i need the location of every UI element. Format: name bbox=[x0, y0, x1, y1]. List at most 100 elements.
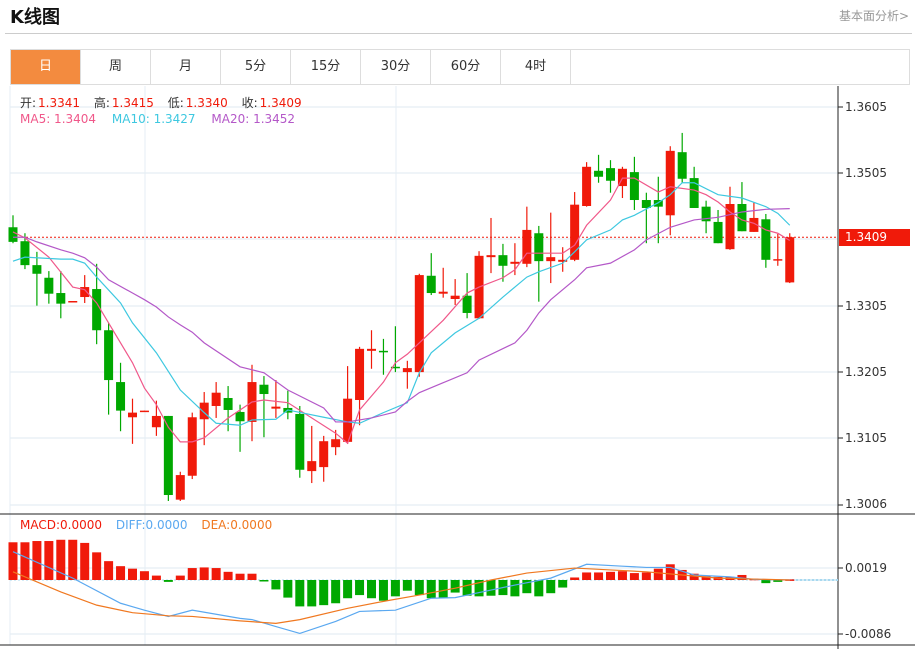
ma5-line bbox=[12, 177, 791, 445]
macd-bar bbox=[247, 573, 257, 580]
candle-down bbox=[116, 382, 126, 411]
candle-down bbox=[641, 200, 651, 208]
macd-bar bbox=[92, 552, 102, 580]
candle-down bbox=[713, 221, 723, 244]
macd-bar bbox=[641, 572, 651, 580]
macd-bar bbox=[606, 571, 615, 580]
ma20-line bbox=[13, 208, 790, 423]
y-tick: 1.3305 bbox=[845, 299, 887, 313]
candle-up bbox=[558, 259, 568, 262]
macd-bar bbox=[8, 542, 18, 580]
macd-bar bbox=[128, 568, 137, 580]
macd-bar bbox=[522, 580, 532, 594]
macd-bar bbox=[259, 580, 269, 582]
candle-up bbox=[367, 348, 376, 351]
candle-up bbox=[486, 255, 496, 258]
tab-60min[interactable]: 60分 bbox=[431, 50, 501, 84]
candle-up bbox=[665, 150, 675, 216]
y-tick: 1.3605 bbox=[845, 100, 887, 114]
candle-up bbox=[546, 257, 556, 262]
tab-30min[interactable]: 30分 bbox=[361, 50, 431, 84]
macd-bar bbox=[331, 580, 341, 604]
macd-bar bbox=[582, 572, 592, 580]
candle-down bbox=[390, 366, 400, 369]
candle-down bbox=[606, 168, 615, 181]
candle-up bbox=[570, 204, 580, 260]
candle-down bbox=[677, 152, 687, 179]
macd-bar bbox=[426, 580, 436, 599]
candle-up bbox=[307, 461, 317, 472]
ma10-legend: MA10: 1.3427 bbox=[111, 112, 196, 126]
ma10-line bbox=[12, 182, 791, 426]
macd-bar bbox=[295, 580, 305, 607]
candle-up bbox=[151, 415, 161, 428]
page-title: K线图 bbox=[10, 7, 60, 28]
dea-legend-value: DEA:0.0000 bbox=[201, 518, 273, 532]
macd-bar bbox=[629, 573, 639, 580]
macd-bar bbox=[80, 542, 90, 580]
tab-month[interactable]: 月 bbox=[151, 50, 221, 84]
candle-down bbox=[701, 206, 711, 222]
macd-bar bbox=[761, 580, 771, 584]
macd-legend-value: MACD:0.0000 bbox=[20, 518, 103, 532]
tab-week[interactable]: 周 bbox=[81, 50, 151, 84]
macd-bar bbox=[343, 580, 353, 599]
macd-bar bbox=[139, 571, 149, 580]
macd-bar bbox=[211, 568, 221, 580]
candle-down bbox=[223, 398, 233, 410]
candle-up bbox=[319, 441, 329, 468]
ohlc-legend: 开: 1.3341 高: 1.3415 低: 1.3340 收: 1.3409 bbox=[20, 94, 304, 111]
macd-bar bbox=[701, 576, 711, 580]
macd-bar bbox=[534, 580, 544, 597]
macd-bar bbox=[68, 539, 78, 580]
macd-bar bbox=[737, 574, 747, 580]
tab-day[interactable]: 日 bbox=[11, 50, 81, 84]
header-divider bbox=[5, 33, 912, 34]
macd-bar bbox=[665, 564, 675, 580]
macd-bar bbox=[175, 575, 185, 580]
ma20-legend: MA20: 1.3452 bbox=[211, 112, 296, 126]
low-label: 低: bbox=[167, 96, 184, 110]
candle-down bbox=[689, 178, 699, 208]
candle-up bbox=[582, 166, 592, 206]
candle-down bbox=[498, 255, 508, 266]
dea-line bbox=[12, 567, 790, 624]
macd-bar bbox=[546, 580, 556, 594]
macd-bar bbox=[367, 580, 376, 599]
diff-legend-value: DIFF:0.0000 bbox=[115, 518, 188, 532]
candle-up bbox=[187, 417, 197, 476]
close-label: 收: bbox=[241, 96, 258, 110]
candle-up bbox=[128, 412, 137, 418]
ma-legend: MA5: 1.3404 MA10: 1.3427 MA20: 1.3452 bbox=[20, 112, 297, 126]
candle-up bbox=[773, 259, 783, 261]
candle-up bbox=[749, 217, 759, 232]
candle-up bbox=[617, 168, 627, 187]
candle-down bbox=[20, 241, 30, 266]
macd-bar bbox=[773, 580, 783, 582]
period-tabs: 日 周 月 5分 15分 30分 60分 4时 bbox=[10, 49, 910, 85]
candle-up bbox=[199, 402, 209, 420]
macd-bar bbox=[689, 573, 699, 580]
tab-15min[interactable]: 15分 bbox=[291, 50, 361, 84]
macd-bar bbox=[271, 580, 281, 590]
candle-up bbox=[271, 406, 281, 409]
candle-down bbox=[426, 275, 436, 294]
tab-4hour[interactable]: 4时 bbox=[501, 50, 571, 84]
macd-bar bbox=[486, 580, 496, 596]
high-value: 1.3415 bbox=[111, 96, 154, 110]
fundamental-analysis-link[interactable]: 基本面分析> bbox=[838, 9, 909, 23]
y-tick: 1.3105 bbox=[845, 431, 887, 445]
candle-up bbox=[68, 301, 78, 303]
tab-5min[interactable]: 5分 bbox=[221, 50, 291, 84]
macd-bar bbox=[474, 580, 484, 597]
candle-down bbox=[104, 330, 114, 381]
candle-up bbox=[80, 287, 90, 298]
macd-bar bbox=[462, 580, 472, 596]
high-label: 高: bbox=[93, 96, 110, 110]
candle-down bbox=[737, 204, 747, 232]
candle-up bbox=[725, 204, 735, 250]
candle-down bbox=[295, 413, 305, 470]
open-value: 1.3341 bbox=[38, 96, 81, 110]
macd-bar bbox=[44, 541, 54, 580]
